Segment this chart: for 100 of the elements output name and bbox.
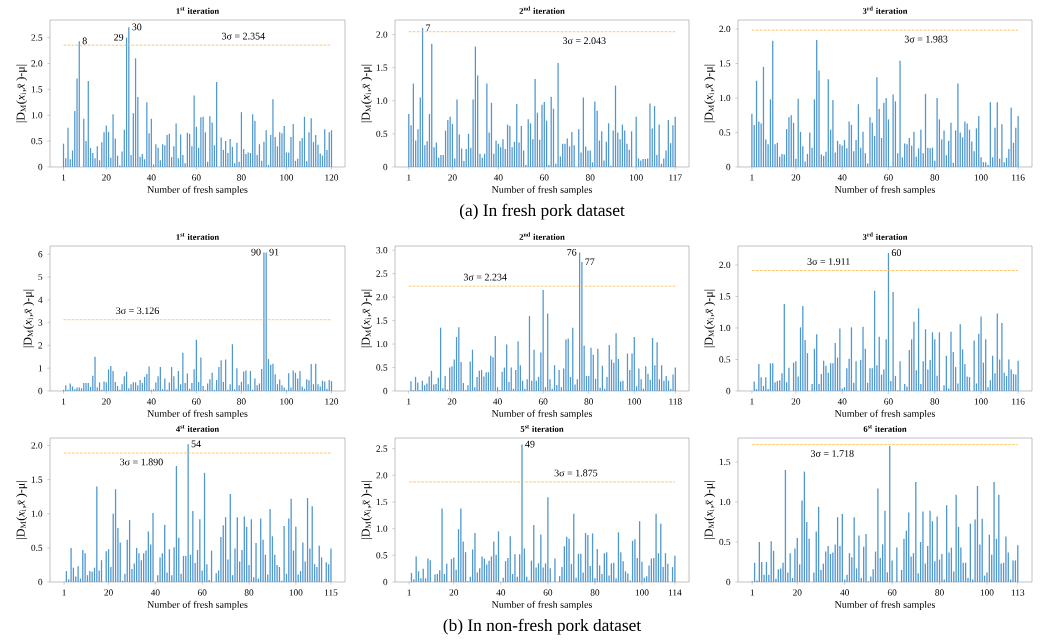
ref-line-label: 3σ = 1.983	[904, 35, 948, 43]
x-tick-label: 1	[61, 174, 66, 181]
y-axis-title: |D$_{M}$(x$_{i}$,x̄)-μ|	[704, 64, 716, 123]
annotation: 8	[82, 37, 87, 45]
x-axis-title: Number of fresh samples	[834, 409, 936, 419]
x-tick-label: 80	[585, 174, 595, 181]
y-tick-label: 0	[383, 387, 388, 395]
y-tick-label: 1.0	[376, 340, 388, 348]
annotation: 7	[426, 24, 431, 32]
x-axis-title: Number of fresh samples	[834, 185, 936, 195]
x-tick-label: 60	[197, 589, 207, 596]
y-tick-label: 2.5	[376, 270, 388, 277]
x-tick-label: 100	[635, 589, 649, 596]
x-tick-label: 40	[146, 398, 156, 405]
x-tick-label: 40	[840, 589, 850, 596]
y-tick-label: 2.0	[376, 472, 388, 479]
y-tick-label: 1.0	[376, 97, 388, 104]
y-axis-title: |D$_{M}$(x$_{i}$,x̄)-μ|	[23, 289, 35, 348]
x-tick-label: 60	[192, 174, 201, 181]
x-tick-label: 100	[280, 174, 294, 181]
x-tick-label: 80	[237, 174, 246, 181]
x-tick-label: 20	[102, 174, 111, 181]
x-tick-label: 1	[407, 398, 411, 405]
annotation: 54	[191, 440, 201, 448]
y-tick-label: 0	[383, 578, 388, 586]
y-tick-label: 1.0	[719, 94, 731, 102]
x-tick-label: 100	[628, 398, 641, 405]
ref-line-label: 3σ = 2.354	[222, 32, 265, 40]
annotation: 77	[585, 258, 595, 266]
x-tick-label: 20	[793, 589, 802, 596]
x-tick-label: 100	[974, 174, 988, 181]
y-tick-label: 0	[726, 387, 731, 395]
x-tick-label: 120	[325, 398, 339, 405]
y-tick-label: 1.5	[376, 64, 388, 71]
ref-line-label: 3σ = 1.911	[807, 258, 850, 265]
y-tick-label: 1.5	[31, 86, 43, 93]
x-tick-label: 40	[150, 589, 160, 596]
x-tick-label: 118	[669, 398, 682, 405]
y-tick-label: 5	[38, 273, 43, 281]
y-tick-label: 0	[726, 163, 731, 171]
y-tick-label: 1.0	[719, 498, 731, 506]
y-tick-label: 3.0	[376, 247, 388, 254]
x-tick-label: 40	[837, 174, 847, 181]
y-tick-label: 0.5	[31, 544, 43, 552]
y-tick-label: 1.0	[719, 324, 731, 332]
x-tick-label: 100	[289, 589, 303, 596]
x-tick-label: 120	[325, 174, 339, 181]
y-axis-title: |D$_{M}$(x$_{i}$,x̄)-μ|	[704, 289, 716, 348]
annotation: 91	[269, 248, 279, 256]
y-tick-label: 1.5	[31, 476, 43, 483]
x-tick-label: 40	[496, 589, 506, 596]
y-axis-title: |D$_{M}$(x$_{i}$,x̄)-μ|	[16, 481, 28, 539]
chart-title: 2$^{nd}$ iteration	[519, 6, 565, 14]
x-tick-label: 40	[493, 398, 502, 405]
y-tick-label: 2.0	[376, 293, 388, 301]
y-tick-label: 0.5	[376, 130, 388, 138]
x-tick-label: 60	[543, 589, 553, 596]
y-tick-label: 2.0	[719, 25, 731, 33]
x-axis-title: Number of fresh samples	[147, 185, 248, 195]
y-tick-label: 0	[38, 163, 43, 171]
chart-title: 1$^{st}$ iteration	[176, 7, 220, 14]
y-tick-label: 1.5	[376, 317, 388, 324]
x-tick-label: 80	[244, 589, 254, 596]
y-tick-label: 0	[38, 387, 43, 395]
y-tick-label: 0	[383, 163, 388, 171]
y-axis-title: |D$_{M}$(x$_{i}$,x̄)-μ|	[361, 289, 373, 348]
x-tick-label: 60	[884, 174, 893, 181]
x-axis-title: Number of fresh samples	[491, 185, 593, 195]
y-tick-label: 1.5	[719, 60, 731, 67]
annotation: 29	[114, 33, 124, 41]
annotation: 30	[132, 23, 142, 31]
y-tick-label: 0.5	[719, 129, 731, 136]
x-tick-label: 60	[538, 398, 548, 405]
y-tick-label: 1.5	[719, 293, 731, 300]
x-axis-title: Number of fresh samples	[834, 600, 936, 610]
y-tick-label: 0.5	[719, 356, 731, 363]
y-tick-label: 1	[38, 365, 43, 372]
y-tick-label: 2.0	[719, 261, 731, 269]
y-axis-title: |D$_{M}$(x$_{i}$,x̄)-μ|	[704, 481, 716, 539]
x-tick-label: 20	[447, 398, 457, 405]
annotation: 60	[891, 249, 902, 257]
x-tick-label: 60	[540, 174, 549, 181]
x-tick-label: 100	[280, 398, 294, 405]
x-tick-label: 80	[590, 589, 600, 596]
x-axis-title: Number of fresh samples	[147, 600, 248, 610]
x-tick-label: 1	[750, 398, 754, 405]
y-tick-label: 0	[726, 578, 731, 586]
y-tick-label: 1.0	[31, 510, 43, 517]
x-tick-label: 113	[1011, 589, 1025, 596]
x-axis-title: Number of fresh samples	[491, 600, 593, 610]
x-tick-label: 20	[102, 398, 111, 405]
ref-line-label: 3σ = 1.718	[811, 450, 854, 457]
x-tick-label: 20	[791, 398, 801, 405]
y-tick-label: 1.5	[719, 458, 731, 466]
x-tick-label: 1	[750, 589, 754, 596]
y-tick-label: 0.5	[31, 137, 43, 145]
y-tick-label: 0.5	[376, 364, 388, 371]
chart-title: 4$^{st}$ iteration	[175, 425, 220, 432]
x-tick-label: 40	[837, 398, 847, 405]
x-tick-label: 80	[237, 398, 246, 405]
